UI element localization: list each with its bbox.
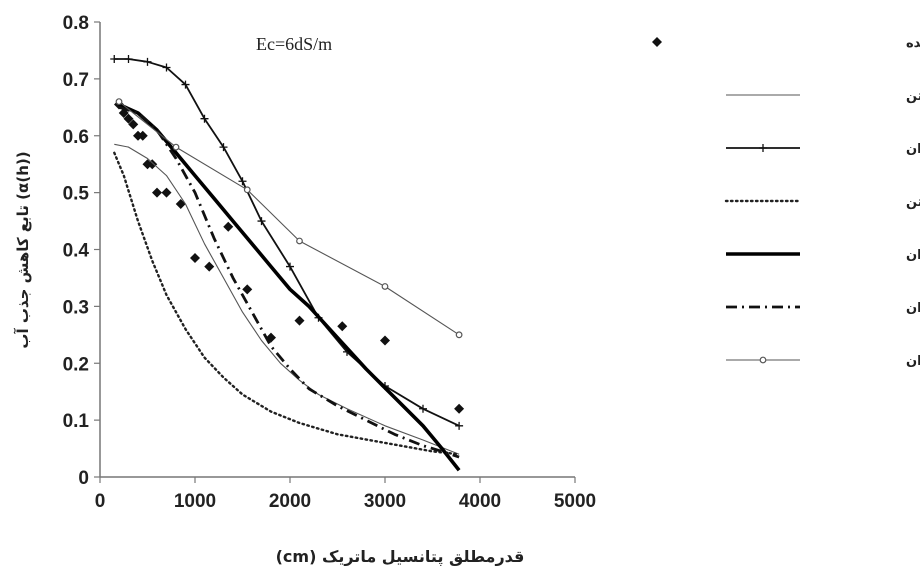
data-point [115,98,123,106]
legend-label: مدل همامی و همکاران [906,248,920,263]
data-point [110,54,119,63]
y-tick-label: 0.5 [63,184,90,205]
legend-item: داده های اندازه گیری شده [652,35,920,51]
data-point [286,262,294,271]
legend-label: مدل دیرکسن و همکاران [906,142,920,157]
series-3 [110,54,464,430]
data-point [147,159,158,170]
legend-marker [652,37,662,47]
x-tick-label: 1000 [174,491,216,512]
y-tick-label: 0.7 [63,70,89,91]
x-axis-label: قدرمطلق پتانسیل ماتریک (cm) [276,547,525,567]
legend-item: مدل ون گنوختن [726,88,920,104]
series-line [118,105,460,459]
y-tick-label: 0 [78,468,89,489]
data-point [294,315,305,326]
legend-label: داده های اندازه گیری شده [906,35,920,51]
legend-label: مدل ون دام و همکاران [906,354,920,369]
series-6 [118,105,460,459]
data-point [419,404,427,413]
data-point [190,253,200,264]
data-point [137,130,148,141]
series-5 [118,102,461,472]
series-7 [115,98,463,339]
y-tick-label: 0.6 [63,127,89,148]
legend-label: مدل جمع پذیر ون گنوختن [906,194,920,210]
series-4 [113,151,461,456]
data-point [175,199,186,209]
y-axis-label: (α(h)) تابع کاهش جذب آب [14,151,32,348]
series-1 [114,99,465,414]
data-point [162,63,171,72]
legend-item: مدل جمع پذیر ون گنوختن [724,194,920,210]
legend-item: مدل ون دام و همکاران [726,354,920,369]
y-tick-label: 0.4 [63,241,90,262]
legend-item: مدل همامی و همکاران [726,248,920,263]
legend-label: مدل ون گنوختن [906,88,920,104]
annotation: Ec=6dS/m [256,34,332,54]
legend-marker [759,144,767,152]
legend-label: مدل سکگز و همکاران [906,300,920,316]
data-point [124,54,133,63]
data-point [381,283,389,290]
data-point [128,119,139,130]
data-point [337,321,348,332]
series-2 [114,143,460,455]
y-tick-label: 0.2 [63,354,89,375]
data-point [296,237,303,245]
data-point [143,57,152,66]
data-point [257,217,266,226]
data-point [161,187,172,198]
series-line [114,143,460,455]
data-point [123,113,134,124]
series-line [118,101,460,336]
data-point [242,284,253,295]
x-tick-label: 3000 [364,491,406,512]
series-line [114,58,460,427]
data-point [243,186,251,194]
legend: داده های اندازه گیری شده مدل ون گنوختن مدل… [652,35,920,369]
tick-labels: 0 0.1 0.2 0.3 0.4 0.5 0.6 0.7 0.8 0 1000 2000 3000 40… [63,13,597,512]
x-tick-label: 2000 [269,491,311,512]
axes [94,21,576,483]
x-tick-label: 0 [95,491,106,512]
data-point [455,421,464,430]
series-line [118,102,461,472]
data-point [172,143,180,151]
data-point [152,187,162,198]
data-point [219,143,228,152]
data-point [200,114,209,123]
data-point [223,221,234,232]
x-tick-label: 5000 [554,491,596,512]
data-point [181,80,190,89]
y-tick-label: 0.8 [63,13,89,34]
data-point [380,335,390,346]
y-tick-label: 0.1 [63,411,90,432]
y-tick-label: 0.3 [63,297,89,318]
series-layer [110,54,465,472]
data-point [455,331,463,339]
data-point [454,403,465,414]
legend-marker [759,356,767,364]
data-point [204,261,215,272]
data-point [238,177,247,186]
x-tick-label: 4000 [459,491,501,512]
series-line [113,151,461,456]
legend-item: مدل دیرکسن و همکاران [726,142,920,157]
legend-item: مدل سکگز و همکاران [726,300,920,316]
